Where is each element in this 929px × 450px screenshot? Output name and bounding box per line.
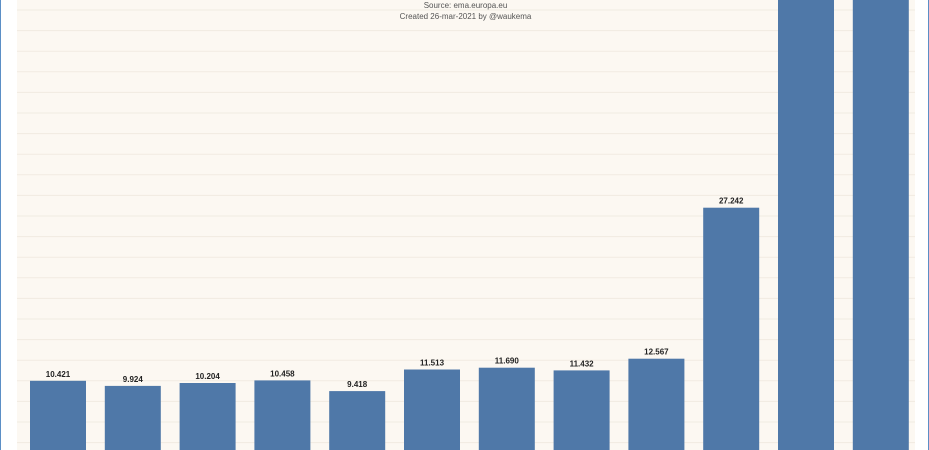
bar-value-label-7: 11.690 bbox=[495, 357, 520, 366]
created-caption: Created 26-mar-2021 by @waukema bbox=[399, 12, 532, 21]
bar-value-label-4: 10.458 bbox=[270, 369, 295, 378]
bar-11 bbox=[778, 0, 834, 450]
bar-value-label-2: 9.924 bbox=[123, 375, 144, 384]
bar-8 bbox=[553, 370, 610, 450]
bar-3 bbox=[179, 383, 236, 450]
bar-12 bbox=[852, 0, 909, 450]
source-caption: Source: ema.europa.eu bbox=[423, 1, 508, 10]
bar-value-label-10: 27.242 bbox=[719, 197, 744, 206]
bar-value-label-9: 12.567 bbox=[644, 348, 669, 357]
bar-10 bbox=[703, 207, 760, 450]
bar-2 bbox=[104, 385, 161, 450]
bar-value-label-6: 11.513 bbox=[420, 359, 445, 368]
bar-1 bbox=[30, 380, 86, 450]
bar-value-label-8: 11.432 bbox=[570, 359, 595, 368]
bar-7 bbox=[478, 367, 535, 450]
bar-value-label-5: 9.418 bbox=[347, 380, 368, 389]
bar-5 bbox=[329, 391, 386, 450]
bar-9 bbox=[628, 358, 685, 450]
plot-background bbox=[17, 0, 915, 450]
bar-4 bbox=[254, 380, 311, 450]
bar-value-label-1: 10.421 bbox=[46, 370, 71, 379]
bar-6 bbox=[404, 369, 460, 450]
bar-value-label-3: 10.204 bbox=[195, 372, 220, 381]
